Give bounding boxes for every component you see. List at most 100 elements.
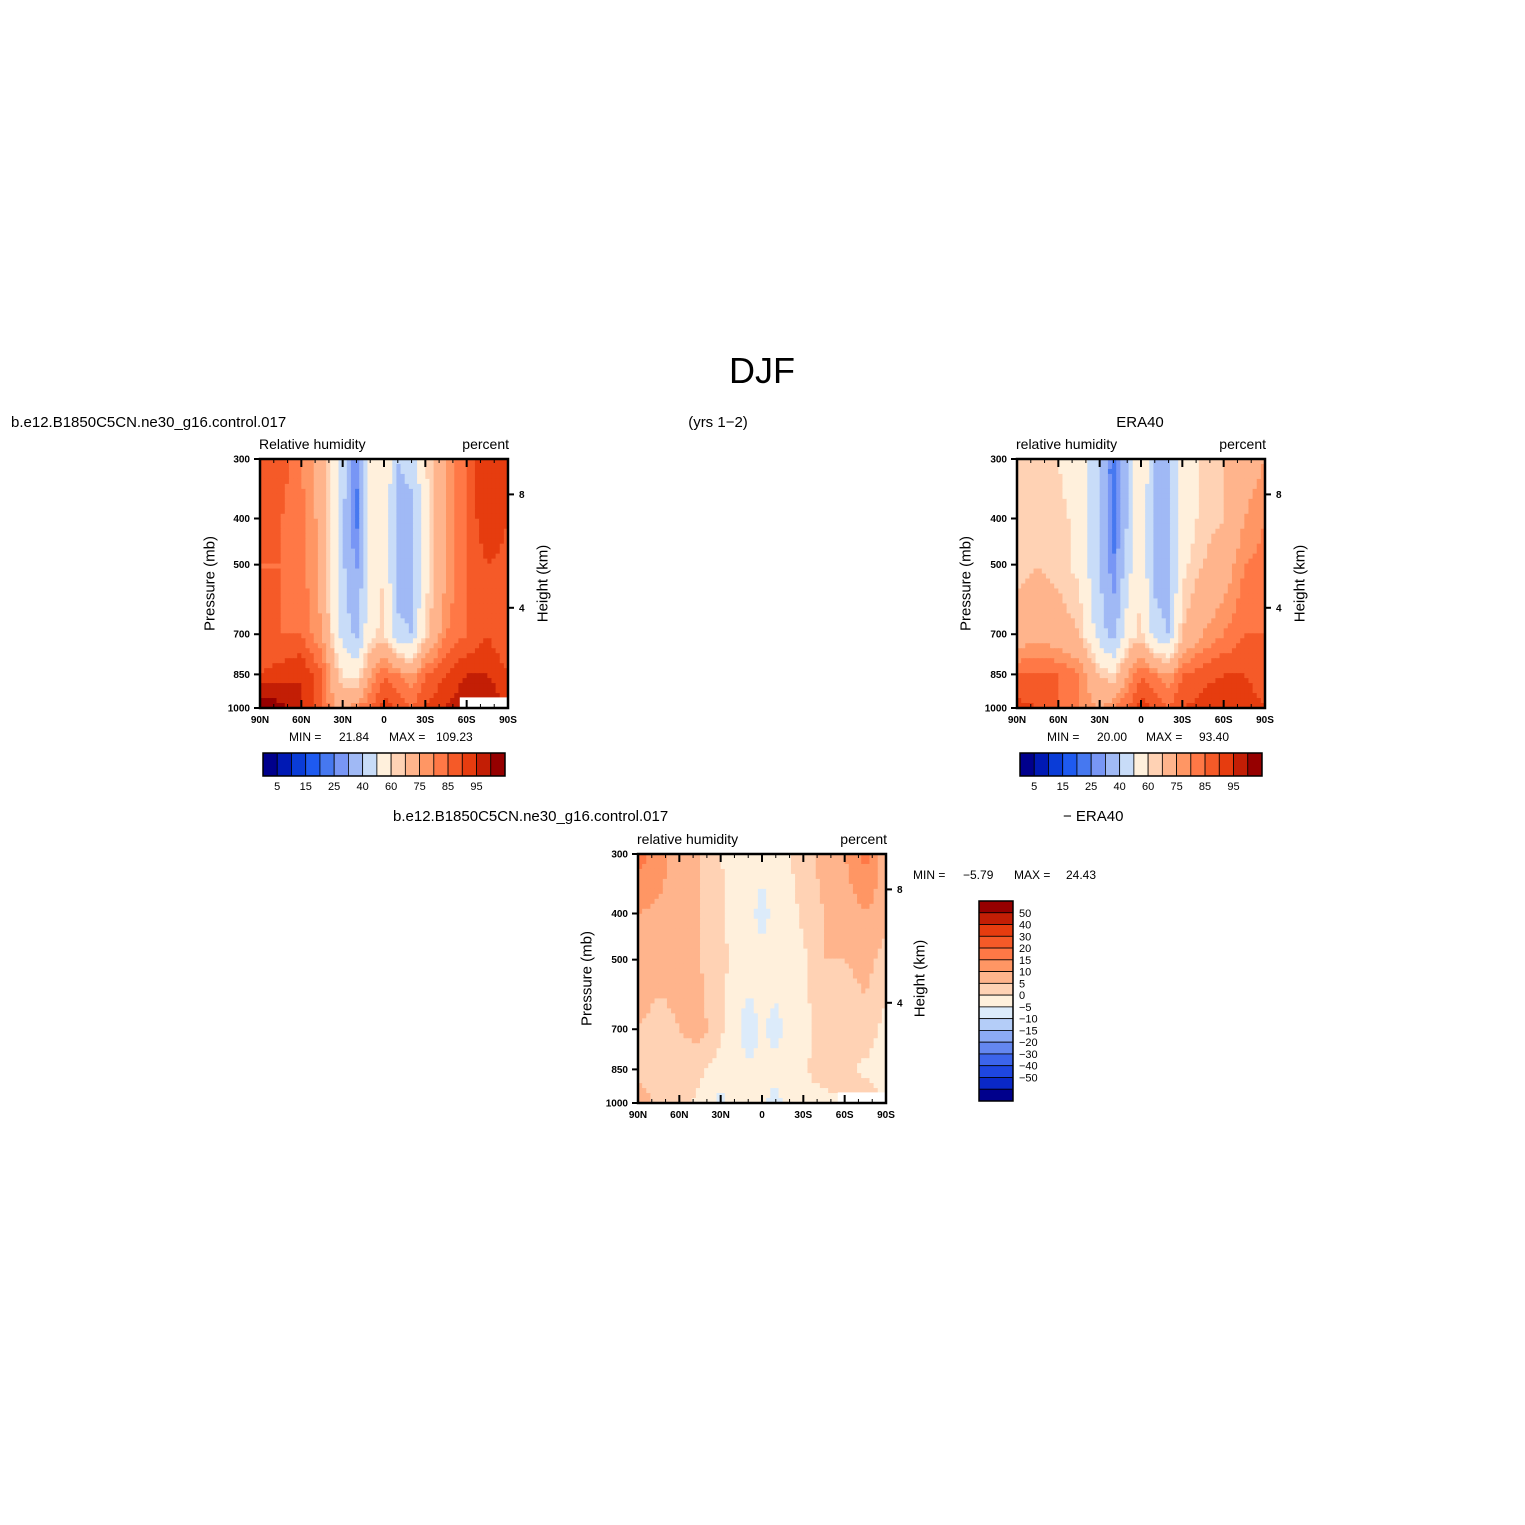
obs-cell xyxy=(1087,528,1092,535)
obs-cell xyxy=(1099,508,1105,515)
model-cell xyxy=(375,548,381,555)
model-x-tick-label: 90N xyxy=(251,715,269,726)
model-cell xyxy=(359,493,364,500)
obs-cell xyxy=(1219,513,1225,520)
obs-cell xyxy=(1136,543,1142,550)
model-cell xyxy=(454,513,459,520)
model-cell xyxy=(487,563,493,570)
obs-cell xyxy=(1058,588,1064,595)
obs-cell xyxy=(1062,523,1068,530)
obs-cell xyxy=(1029,558,1035,565)
model-cell xyxy=(384,553,389,560)
model-cell xyxy=(450,488,455,495)
model-cell xyxy=(421,678,426,684)
model-cell xyxy=(404,603,410,609)
model-cell xyxy=(375,588,381,595)
model-cell xyxy=(462,463,468,470)
model-cell xyxy=(301,648,307,654)
obs-cell xyxy=(1062,568,1068,575)
model-cell xyxy=(322,498,327,505)
model-cell xyxy=(284,613,290,619)
model-cell xyxy=(276,703,282,709)
obs-cell xyxy=(1054,563,1059,570)
obs-cell xyxy=(1132,463,1138,470)
obs-cell xyxy=(1240,563,1245,570)
model-cell xyxy=(462,593,468,600)
obs-cell xyxy=(1240,568,1245,575)
model-cell xyxy=(350,508,356,515)
model-cell xyxy=(280,558,286,565)
model-cell xyxy=(280,673,286,679)
model-cell xyxy=(408,608,414,614)
obs-cell xyxy=(1132,528,1138,535)
model-cell xyxy=(487,618,493,624)
model-cell xyxy=(404,533,410,540)
model-cell xyxy=(433,603,439,609)
model-cell xyxy=(284,583,290,590)
model-cell xyxy=(260,503,265,510)
obs-cell xyxy=(1037,578,1043,585)
obs-cell xyxy=(1136,473,1142,480)
obs-cell xyxy=(1099,578,1105,585)
obs-cell xyxy=(1017,583,1022,590)
obs-cell xyxy=(1161,459,1167,465)
obs-cell xyxy=(1079,588,1084,595)
obs-cell xyxy=(1124,513,1130,520)
model-cell xyxy=(408,518,414,525)
model-cell xyxy=(371,668,377,674)
model-cell xyxy=(474,608,480,614)
model-cell xyxy=(280,538,286,545)
obs-cell xyxy=(1256,498,1262,505)
obs-cell xyxy=(1045,573,1051,580)
model-cell xyxy=(503,618,509,624)
model-cell xyxy=(454,568,459,575)
model-cell xyxy=(470,483,476,490)
model-cell xyxy=(479,683,484,689)
obs-cell xyxy=(1079,528,1084,535)
obs-cell xyxy=(1211,493,1216,500)
model-cell xyxy=(487,523,493,530)
model-cell xyxy=(317,548,323,555)
model-cell xyxy=(446,488,451,495)
model-cell xyxy=(417,538,422,545)
model-cell xyxy=(483,463,488,470)
obs-cell xyxy=(1260,598,1266,605)
model-cell xyxy=(417,558,422,565)
model-cell xyxy=(499,473,505,480)
model-cell xyxy=(433,673,439,679)
obs-cell xyxy=(1116,493,1121,500)
obs-cell xyxy=(1149,488,1154,495)
obs-cell xyxy=(1029,478,1035,485)
obs-cell xyxy=(1021,563,1026,570)
model-cell xyxy=(371,503,377,510)
model-cell xyxy=(466,573,472,580)
model-cell xyxy=(371,588,377,595)
model-cell xyxy=(375,468,381,475)
obs-cell xyxy=(1248,543,1254,550)
model-cell xyxy=(284,553,290,560)
model-cell xyxy=(350,633,356,639)
obs-cell xyxy=(1107,568,1113,575)
model-cell xyxy=(268,663,273,669)
obs-cell xyxy=(1141,498,1146,505)
model-cell xyxy=(359,459,364,465)
model-cell xyxy=(338,613,344,619)
model-cell xyxy=(342,608,348,614)
model-cell xyxy=(367,518,373,525)
model-cell xyxy=(305,678,311,684)
obs-cell xyxy=(1045,478,1051,485)
model-cell xyxy=(313,473,319,480)
model-cell xyxy=(503,578,509,585)
obs-cell xyxy=(1260,488,1266,495)
obs-cell xyxy=(1099,478,1105,485)
obs-cell xyxy=(1033,613,1039,619)
model-cell xyxy=(454,688,459,694)
model-cell xyxy=(375,463,381,470)
obs-cell xyxy=(1091,613,1097,619)
model-cell xyxy=(479,558,484,565)
obs-cell xyxy=(1215,518,1221,525)
model-cell xyxy=(272,518,278,525)
obs-cell xyxy=(1017,528,1022,535)
obs-cell xyxy=(1186,503,1192,510)
model-cell xyxy=(408,678,414,684)
